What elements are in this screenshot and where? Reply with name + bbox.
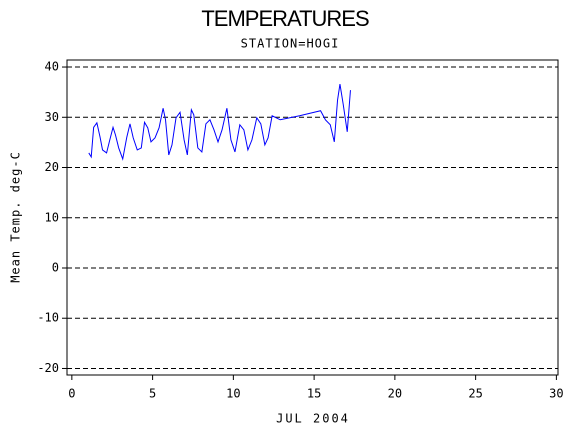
y-tick-label: 40 [45, 60, 59, 74]
y-tick-label: -20 [37, 361, 59, 375]
y-tick-label: -10 [37, 311, 59, 325]
x-tick-label: 20 [388, 387, 402, 401]
y-axis-label: Mean Temp. deg-C [9, 151, 23, 283]
x-tick-label: 0 [68, 387, 75, 401]
x-tick-label: 25 [468, 387, 482, 401]
x-tick-label: 10 [226, 387, 240, 401]
y-tick-label: 0 [52, 260, 59, 274]
data-line [88, 84, 351, 161]
chart-title: TEMPERATURES [201, 6, 369, 31]
x-tick-label: 5 [149, 387, 156, 401]
x-tick-label: 15 [307, 387, 321, 401]
x-tick-label: 30 [549, 387, 563, 401]
y-tick-label: 10 [45, 210, 59, 224]
x-axis-label: JUL 2004 [276, 412, 350, 426]
y-tick-label: 20 [45, 160, 59, 174]
y-tick-label: 30 [45, 110, 59, 124]
chart-subtitle: STATION=HOGI [241, 37, 340, 51]
